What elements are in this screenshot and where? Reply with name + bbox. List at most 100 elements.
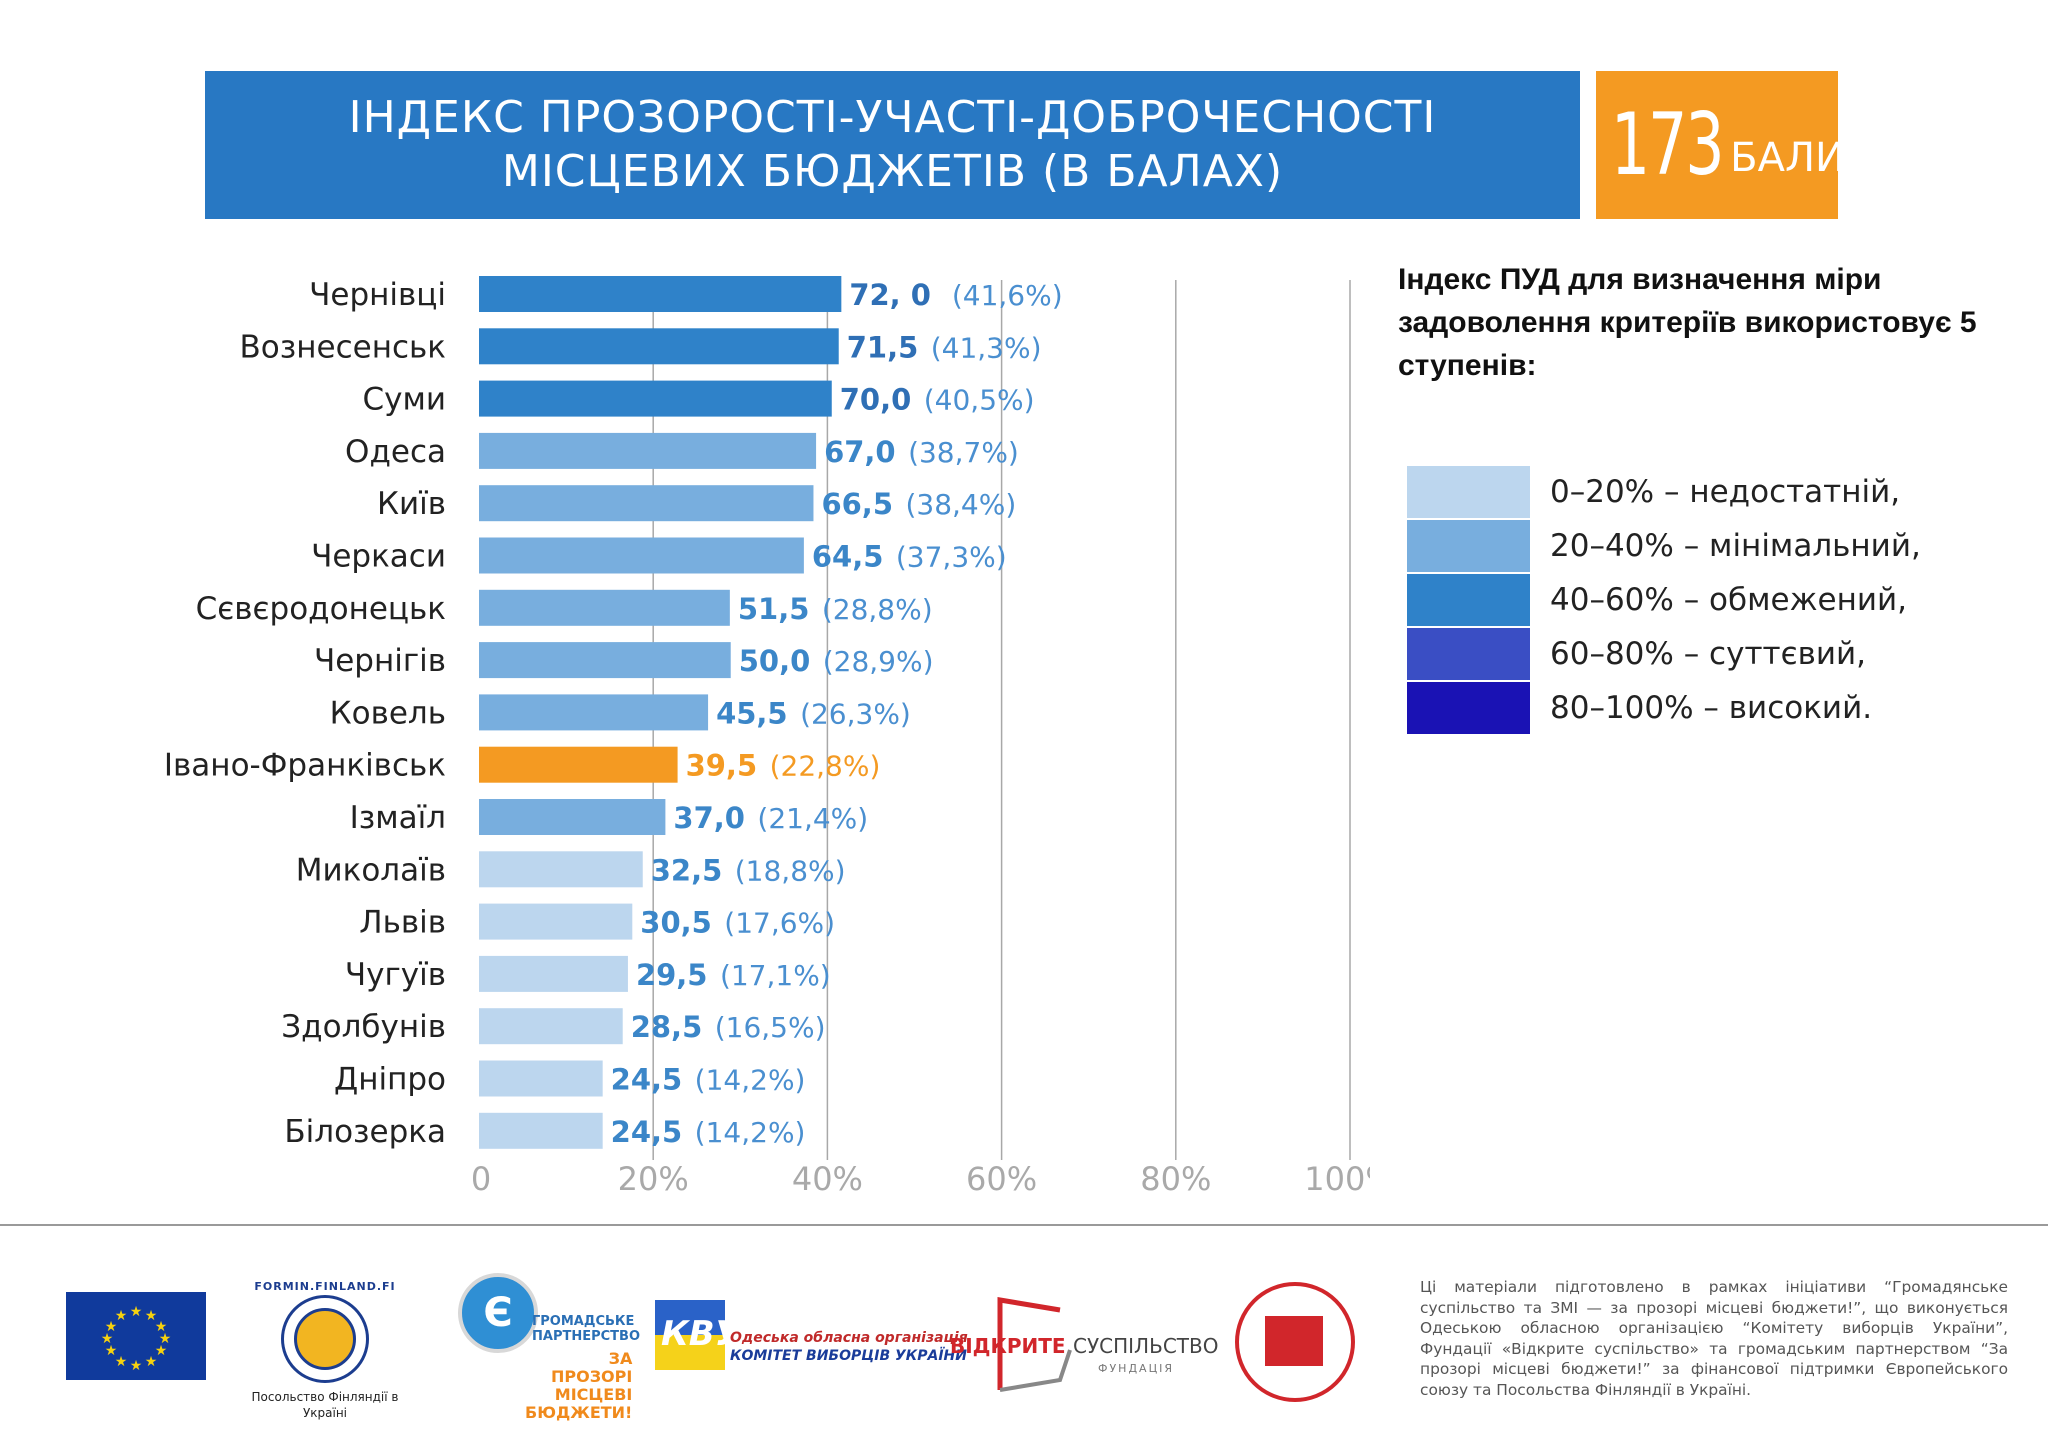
legend-swatch	[1407, 573, 1530, 626]
category-label: Суми	[362, 382, 446, 418]
gp-text-1: ГРОМАДСЬКЕ ПАРТНЕРСТВО	[532, 1314, 640, 1344]
percent-label: (28,9%)	[823, 645, 934, 678]
title-banner: ІНДЕКС ПРОЗОРОСТІ-УЧАСТІ-ДОБРОЧЕСНОСТІ М…	[205, 71, 1580, 219]
svg-text:★: ★	[145, 1308, 158, 1324]
svg-text:★: ★	[115, 1308, 128, 1324]
cps-logo	[1235, 1282, 1355, 1402]
value-label: 66,5	[821, 487, 893, 521]
percent-label: (14,2%)	[695, 1116, 806, 1149]
percent-label: (26,3%)	[800, 697, 911, 730]
percent-label: (14,2%)	[695, 1064, 806, 1097]
legend-title: Індекс ПУД для визначення міри задоволен…	[1398, 263, 1977, 382]
category-label: Чугуїв	[345, 957, 446, 993]
legend-item: 60–80% – суттєвий,	[1407, 627, 1921, 680]
bar	[479, 851, 643, 888]
percent-label: (17,6%)	[724, 907, 835, 940]
percent-label: (41,6%)	[952, 279, 1063, 312]
bar	[479, 276, 842, 312]
category-label: Вознесенськ	[240, 329, 446, 365]
max-score-unit: БАЛИ	[1730, 135, 1845, 181]
svg-text:★: ★	[115, 1354, 128, 1370]
category-label: Дніпро	[334, 1062, 446, 1098]
value-label: 64,5	[812, 540, 884, 574]
title-line-2: МІСЦЕВИХ БЮДЖЕТІВ (В БАЛАХ)	[501, 146, 1284, 197]
percent-label: (37,3%)	[896, 541, 1007, 574]
open-society-sub: ФУНДАЦІЯ	[1098, 1362, 1174, 1375]
finland-site: FORMIN.FINLAND.FI	[254, 1280, 396, 1293]
svg-text:★: ★	[155, 1343, 168, 1359]
gp-text-2: ЗА ПРОЗОРІ МІСЦЕВІ БЮДЖЕТИ!	[525, 1349, 633, 1422]
legend-item: 0–20% – недостатній,	[1407, 465, 1921, 518]
value-label: 70,0	[840, 383, 912, 417]
category-label: Миколаїв	[296, 852, 446, 888]
gp-budget-logo: Є ГРОМАДСЬКЕ ПАРТНЕРСТВО ЗА ПРОЗОРІ МІСЦ…	[440, 1268, 640, 1422]
eu-stars-icon: ★ ★★ ★★★ ★★★ ★★★	[101, 1304, 172, 1374]
percent-label: (21,4%)	[757, 802, 868, 835]
eu-flag-logo: ★ ★ ★ ★ ★ ★ ★ ★ ★ ★ ★ ★	[66, 1292, 206, 1380]
value-label: 67,0	[824, 435, 896, 469]
svg-text:★: ★	[130, 1304, 143, 1320]
bars	[479, 276, 842, 1149]
value-label: 45,5	[716, 696, 788, 730]
value-label: 29,5	[636, 958, 708, 992]
finland-text: Посольство Фінляндії в Україні	[251, 1390, 399, 1420]
kvu-text-2: КОМІТЕТ ВИБОРЦІВ УКРАЇНИ	[730, 1348, 967, 1364]
value-label: 32,5	[651, 853, 723, 887]
title-line-1: ІНДЕКС ПРОЗОРОСТІ-УЧАСТІ-ДОБРОЧЕСНОСТІ	[348, 92, 1437, 143]
legend-item: 80–100% – високий.	[1407, 681, 1921, 734]
open-society-left: ВІДКРИТЕ	[950, 1334, 1066, 1358]
lion-emblem-icon	[281, 1295, 369, 1383]
value-label: 39,5	[686, 749, 758, 783]
open-society-right: СУСПІЛЬСТВО	[1073, 1334, 1219, 1358]
x-tick-label: 80%	[1140, 1160, 1211, 1198]
category-label: Івано-Франківськ	[164, 748, 446, 784]
legend-swatch	[1407, 519, 1530, 572]
legend-swatch	[1407, 681, 1530, 734]
footer-note: Ці матеріали підготовлено в рамках ініці…	[1420, 1278, 2008, 1399]
legend-item: 40–60% – обмежений,	[1407, 573, 1921, 626]
category-label: Черкаси	[311, 539, 446, 575]
bar	[479, 1008, 623, 1045]
euro-magnifier-icon: Є	[458, 1273, 538, 1353]
bar	[479, 799, 666, 835]
bar	[479, 537, 804, 574]
cps-ring-icon	[1235, 1282, 1355, 1402]
category-label: Ізмаїл	[350, 800, 446, 836]
svg-text:★: ★	[130, 1358, 143, 1374]
bar	[479, 694, 709, 731]
percent-label: (28,8%)	[822, 593, 933, 626]
bar	[479, 955, 628, 992]
category-label: Чернігів	[314, 643, 446, 679]
bar	[479, 380, 832, 417]
svg-text:★: ★	[155, 1319, 168, 1335]
category-label: Ковель	[330, 695, 446, 731]
x-tick-label: 20%	[618, 1160, 689, 1198]
value-label: 30,5	[640, 906, 712, 940]
percent-label: (22,8%)	[770, 750, 881, 783]
bar	[479, 1112, 603, 1149]
x-tick-label: 60%	[966, 1160, 1037, 1198]
percent-label: (38,7%)	[908, 436, 1019, 469]
legend-label: 40–60% – обмежений,	[1550, 581, 1908, 618]
kvu-text-1: Одеська обласна організація	[730, 1330, 968, 1346]
kvu-mark-text: КВУ	[661, 1314, 741, 1354]
category-label: Львів	[359, 905, 446, 941]
legend-label: 20–40% – мінімальний,	[1550, 527, 1921, 564]
legend-swatch	[1407, 465, 1530, 518]
category-label: Здолбунів	[281, 1009, 446, 1045]
legend-item: 20–40% – мінімальний,	[1407, 519, 1921, 572]
percent-label: (40,5%)	[924, 384, 1035, 417]
bar	[479, 485, 814, 522]
value-label: 24,5	[611, 1063, 683, 1097]
kvu-logo: КВУ Одеська обласна організація КОМІТЕТ …	[655, 1300, 968, 1370]
footer-divider	[0, 1224, 2048, 1226]
x-tick-label: 0	[471, 1160, 491, 1198]
max-score-badge: 173 БАЛИ	[1596, 71, 1845, 219]
max-score-value: 173	[1610, 95, 1725, 195]
legend: 0–20% – недостатній, 20–40% – мінімальни…	[1407, 465, 1921, 735]
bar	[479, 328, 839, 365]
percent-label: (41,3%)	[931, 331, 1042, 364]
svg-text:★: ★	[101, 1331, 114, 1347]
category-label: Одеса	[345, 434, 446, 470]
labels: 0 20% 40% 60% 80% 100% Чернівці 72, 0 (41,6%) Воз…	[164, 277, 1370, 1198]
